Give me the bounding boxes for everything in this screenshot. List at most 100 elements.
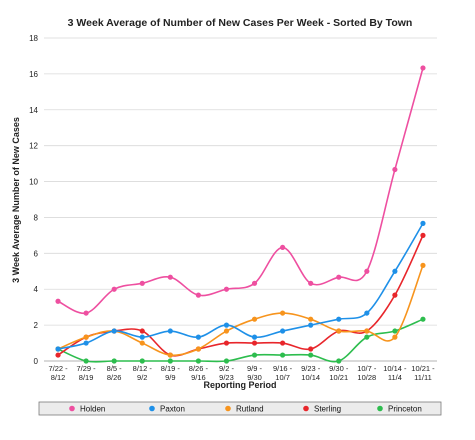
legend-label-princeton: Princeton (388, 405, 422, 414)
data-point-holden (55, 298, 61, 304)
x-tick-label: 9/23 (219, 373, 234, 382)
series-paxton (55, 220, 426, 352)
data-point-sterling (55, 352, 61, 358)
y-tick-label: 6 (34, 249, 39, 258)
data-point-rutland (280, 310, 286, 316)
x-axis-ticks: 7/22 -8/12 7/29 -8/19 8/5 -8/26 8/12 -9/2 8/… (48, 364, 435, 382)
data-point-princeton (111, 358, 117, 364)
legend-marker-rutland (225, 405, 231, 412)
x-tick-label: 10/14 (301, 373, 320, 382)
data-point-holden (336, 274, 342, 280)
data-point-princeton (83, 358, 89, 364)
y-tick-label: 0 (34, 357, 39, 366)
x-tick-label: 9/16 (191, 373, 206, 382)
data-point-paxton (280, 328, 286, 334)
x-tick-label: 10/21 - (411, 364, 435, 373)
data-point-holden (280, 244, 286, 251)
data-point-holden (392, 166, 398, 173)
y-tick-label: 16 (29, 70, 38, 79)
series-line-holden (57, 67, 424, 315)
data-point-paxton (336, 316, 342, 322)
legend-item-paxton: Paxton (149, 405, 185, 414)
data-point-sterling (308, 346, 314, 352)
x-tick-label: 9/2 (137, 373, 147, 382)
legend-label-paxton: Paxton (160, 405, 185, 414)
data-point-rutland (139, 340, 145, 346)
data-point-paxton (167, 328, 173, 334)
data-point-paxton (139, 334, 145, 340)
series-sterling (55, 232, 426, 358)
data-point-paxton (55, 346, 61, 352)
data-point-princeton (280, 352, 286, 358)
y-axis-ticks: 0 2 4 6 8 10 12 14 16 18 (29, 34, 38, 366)
x-tick-label: 10/28 (357, 373, 376, 382)
x-tick-label: 11/11 (414, 373, 432, 382)
data-point-princeton (364, 334, 370, 340)
data-point-princeton (167, 358, 173, 364)
data-point-paxton (308, 322, 314, 328)
data-point-princeton (308, 352, 314, 358)
x-tick-label: 8/19 - (161, 364, 181, 373)
x-tick-label: 9/30 (247, 373, 262, 382)
data-point-holden (364, 268, 370, 274)
series-line-princeton (57, 318, 424, 363)
y-tick-label: 10 (29, 178, 38, 187)
y-tick-label: 4 (34, 285, 39, 294)
gridlines (44, 37, 437, 362)
data-point-sterling (280, 340, 286, 346)
data-point-paxton (364, 310, 370, 316)
legend-item-princeton: Princeton (377, 405, 422, 414)
data-point-sterling (392, 292, 398, 298)
y-tick-label: 12 (29, 142, 38, 151)
data-point-rutland (364, 328, 370, 334)
data-point-rutland (420, 262, 426, 268)
chart-title: 3 Week Average of Number of New Cases Pe… (68, 17, 413, 29)
data-point-rutland (392, 334, 398, 340)
data-point-paxton (111, 328, 117, 334)
legend-item-rutland: Rutland (225, 405, 264, 414)
y-axis-title: 3 Week Average Number of New Cases (11, 117, 21, 283)
x-tick-label: 8/12 - (133, 364, 153, 373)
x-tick-label: 9/9 (165, 373, 175, 382)
data-point-princeton (251, 352, 258, 358)
x-tick-label: 8/26 (107, 373, 122, 382)
data-point-rutland (336, 328, 342, 334)
data-point-holden (251, 280, 258, 286)
x-tick-label: 8/26 - (189, 364, 209, 373)
y-tick-label: 18 (29, 34, 38, 43)
data-point-rutland (167, 352, 173, 358)
data-point-rutland (308, 316, 314, 322)
x-tick-label: 8/12 (51, 373, 66, 382)
legend-label-rutland: Rutland (236, 405, 264, 414)
data-point-princeton (195, 358, 201, 364)
data-point-holden (83, 310, 89, 316)
data-point-sterling (139, 328, 145, 334)
data-point-sterling (223, 340, 230, 346)
x-tick-label: 9/9 - (247, 364, 263, 373)
data-point-holden (308, 280, 314, 286)
data-point-paxton (251, 334, 258, 340)
data-point-paxton (195, 334, 201, 340)
data-point-paxton (392, 268, 398, 274)
data-point-princeton (420, 316, 426, 322)
data-point-holden (167, 274, 173, 280)
x-tick-label: 10/21 (329, 373, 348, 382)
data-point-paxton (223, 322, 230, 328)
data-point-sterling (420, 232, 426, 238)
y-tick-label: 14 (29, 106, 38, 115)
x-tick-label: 8/5 - (107, 364, 123, 373)
x-tick-label: 7/29 - (77, 364, 97, 373)
data-point-rutland (195, 346, 201, 352)
legend-marker-princeton (377, 405, 383, 412)
x-tick-label: 9/30 - (329, 364, 349, 373)
data-point-paxton (420, 220, 426, 226)
data-point-sterling (251, 340, 258, 346)
data-point-princeton (392, 328, 398, 334)
x-tick-label: 11/4 (388, 373, 402, 382)
x-tick-label: 9/2 - (219, 364, 235, 373)
series-lines (55, 65, 426, 364)
x-tick-label: 10/7 (275, 373, 290, 382)
x-tick-label: 10/14 - (383, 364, 407, 373)
data-point-holden (420, 65, 426, 71)
